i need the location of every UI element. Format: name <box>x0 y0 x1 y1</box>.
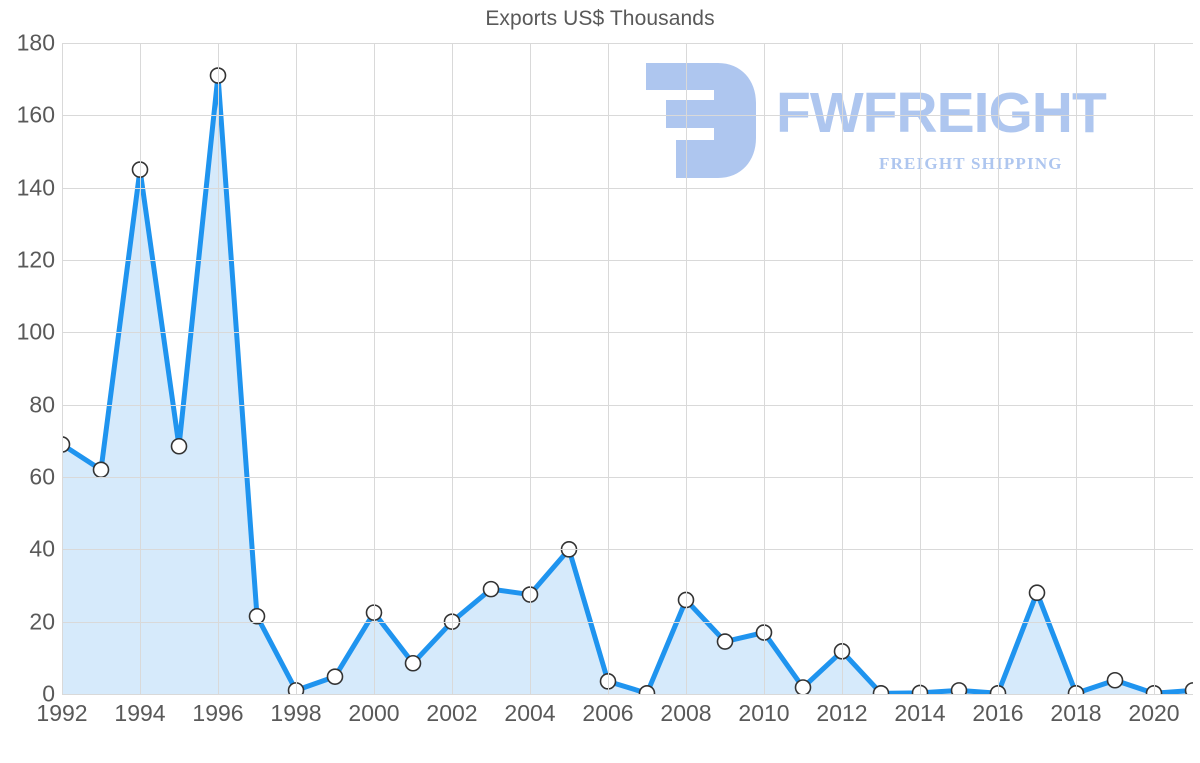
x-axis-tick-label: 1994 <box>114 700 166 726</box>
gridline-vertical <box>62 43 63 694</box>
chart-title: Exports US$ Thousands <box>485 7 715 30</box>
plot-area <box>62 43 1194 695</box>
gridline-horizontal <box>62 694 1193 695</box>
gridline-horizontal <box>62 115 1193 116</box>
data-point-marker[interactable] <box>170 437 188 455</box>
x-axis-tick-label: 2018 <box>1050 700 1102 726</box>
data-point-marker[interactable] <box>62 436 71 453</box>
y-axis-tick-label: 160 <box>16 101 55 128</box>
y-axis-tick-label: 60 <box>29 463 55 490</box>
data-point-marker[interactable] <box>1028 584 1046 602</box>
gridline-horizontal <box>62 477 1193 478</box>
y-axis-tick-label: 140 <box>16 174 55 201</box>
gridline-horizontal <box>62 188 1193 189</box>
gridline-vertical <box>920 43 921 694</box>
y-axis-tick-label: 120 <box>16 246 55 273</box>
x-axis-tick-label: 2010 <box>738 700 790 726</box>
x-axis-tick-label: 2020 <box>1128 700 1180 726</box>
x-axis-tick-label: 2014 <box>894 700 946 726</box>
gridline-vertical <box>764 43 765 694</box>
y-axis-tick-label: 180 <box>16 29 55 56</box>
x-axis-tick-label: 1996 <box>192 700 244 726</box>
gridline-horizontal <box>62 622 1193 623</box>
gridline-horizontal <box>62 260 1193 261</box>
data-point-marker[interactable] <box>248 607 266 625</box>
data-point-marker[interactable] <box>92 461 110 479</box>
gridline-vertical <box>608 43 609 694</box>
data-point-marker[interactable] <box>404 654 422 672</box>
y-axis-tick-label: 100 <box>16 318 55 345</box>
data-point-marker[interactable] <box>872 684 890 694</box>
exports-series <box>62 67 1194 694</box>
x-axis-tick-label: 2002 <box>426 700 478 726</box>
x-axis-tick-label: 2016 <box>972 700 1024 726</box>
x-axis-tick-label: 1998 <box>270 700 322 726</box>
data-point-marker[interactable] <box>638 684 656 694</box>
data-point-marker[interactable] <box>326 668 344 685</box>
data-point-marker[interactable] <box>1106 671 1124 689</box>
x-axis-tick-label: 2012 <box>816 700 868 726</box>
x-axis-tick-label: 2000 <box>348 700 400 726</box>
x-axis-tick-label: 2004 <box>504 700 556 726</box>
gridline-horizontal <box>62 405 1193 406</box>
gridline-vertical <box>218 43 219 694</box>
x-axis: 1992 1994 1996 1998 2000 2002 2004 2006 2008 2010… <box>36 700 1193 740</box>
y-axis-tick-label: 0 <box>42 680 55 707</box>
gridline-vertical <box>998 43 999 694</box>
gridline-vertical <box>1076 43 1077 694</box>
gridline-vertical <box>530 43 531 694</box>
series-line <box>62 73 1193 694</box>
gridline-vertical <box>842 43 843 694</box>
gridline-vertical <box>452 43 453 694</box>
gridline-horizontal <box>62 43 1193 44</box>
gridline-vertical <box>374 43 375 694</box>
gridline-horizontal <box>62 549 1193 550</box>
x-axis-tick-label: 1992 <box>36 700 88 726</box>
gridline-vertical <box>1154 43 1155 694</box>
gridline-horizontal <box>62 332 1193 333</box>
data-point-marker[interactable] <box>1184 682 1194 694</box>
gridline-vertical <box>686 43 687 694</box>
gridline-vertical <box>140 43 141 694</box>
x-axis-tick-label: 2008 <box>660 700 712 726</box>
area-fill <box>62 75 1193 694</box>
y-axis-tick-label: 40 <box>29 535 55 562</box>
data-point-marker[interactable] <box>482 580 500 598</box>
y-axis: 0 20 40 60 80 100 120 140 160 180 <box>0 31 55 705</box>
data-point-marker[interactable] <box>716 633 734 650</box>
y-axis-tick-label: 20 <box>29 608 55 635</box>
data-point-marker[interactable] <box>950 682 968 694</box>
data-point-marker[interactable] <box>794 679 812 694</box>
x-axis-tick-label: 2006 <box>582 700 634 726</box>
gridline-vertical <box>296 43 297 694</box>
y-axis-tick-label: 80 <box>29 391 55 418</box>
